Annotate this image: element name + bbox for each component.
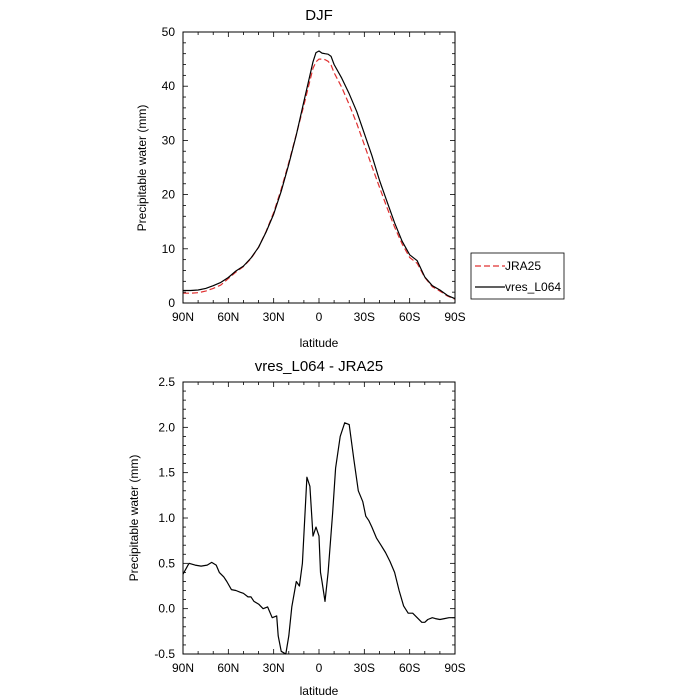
x-tick-label: 30S (354, 310, 375, 324)
y-tick-label: 2.5 (158, 375, 175, 389)
x-tick-label: 90N (172, 661, 194, 675)
bottom-chart-title: vres_L064 - JRA25 (255, 358, 383, 375)
bottom-panel: vres_L064 - JRA25 Precipitable water (mm… (127, 358, 466, 698)
x-tick-label: 60N (217, 661, 239, 675)
y-tick-label: 40 (162, 79, 176, 93)
x-tick-label: 30S (354, 661, 375, 675)
x-tick-label: 60S (399, 310, 420, 324)
bottom-series-lines (182, 422, 455, 655)
x-tick-label: 0 (316, 310, 323, 324)
y-tick-label: 20 (162, 188, 176, 202)
x-tick-label: 60S (399, 661, 420, 675)
y-tick-label: 50 (162, 25, 176, 39)
y-tick-label: 30 (162, 133, 176, 147)
x-tick-label: 30N (263, 310, 285, 324)
y-tick-label: 0 (168, 296, 175, 310)
x-tick-label: 60N (217, 310, 239, 324)
legend-box (470, 252, 565, 300)
y-tick-label: 10 (162, 242, 176, 256)
y-tick-label: 1.0 (158, 511, 175, 525)
y-tick-label: 0.0 (158, 602, 175, 616)
x-tick-label: 90S (444, 310, 465, 324)
x-tick-label: 90S (444, 661, 465, 675)
y-tick-label: 0.5 (158, 556, 175, 570)
bottom-tick-marks (182, 381, 456, 655)
series-line-jra25 (183, 58, 456, 300)
bottom-plot-frame (182, 381, 456, 655)
y-tick-label: 2.0 (158, 420, 175, 434)
top-tick-labels: 90N 60N 30N 0 30S 60S 90S 0 10 20 30 40 50 (162, 25, 466, 324)
top-tick-marks (182, 31, 456, 304)
top-x-axis-label: latitude (300, 336, 339, 350)
top-panel: DJF Precipitable water (mm) latitude 90N… (135, 7, 565, 350)
y-tick-label: -0.5 (154, 647, 175, 661)
legend-label-jra25: JRA25 (505, 259, 541, 273)
top-chart-title: DJF (305, 7, 333, 24)
x-tick-label: 90N (172, 310, 194, 324)
series-line-vres-l064 (183, 50, 456, 300)
series-line-difference (182, 422, 455, 655)
x-tick-label: 0 (316, 661, 323, 675)
top-y-axis-label: Precipitable water (mm) (135, 105, 149, 232)
top-legend: JRA25 vres_L064 (470, 252, 565, 300)
bottom-tick-labels: 90N 60N 30N 0 30S 60S 90S -0.5 0.0 0.5 1.0 1.5 2.0 2.… (154, 375, 465, 675)
legend-label-vres-l064: vres_L064 (505, 280, 561, 294)
bottom-y-axis-label: Precipitable water (mm) (127, 455, 141, 582)
y-tick-label: 1.5 (158, 466, 175, 480)
x-tick-label: 30N (263, 661, 285, 675)
top-plot-frame (182, 31, 456, 304)
top-series-lines (183, 50, 456, 300)
bottom-x-axis-label: latitude (300, 684, 339, 698)
